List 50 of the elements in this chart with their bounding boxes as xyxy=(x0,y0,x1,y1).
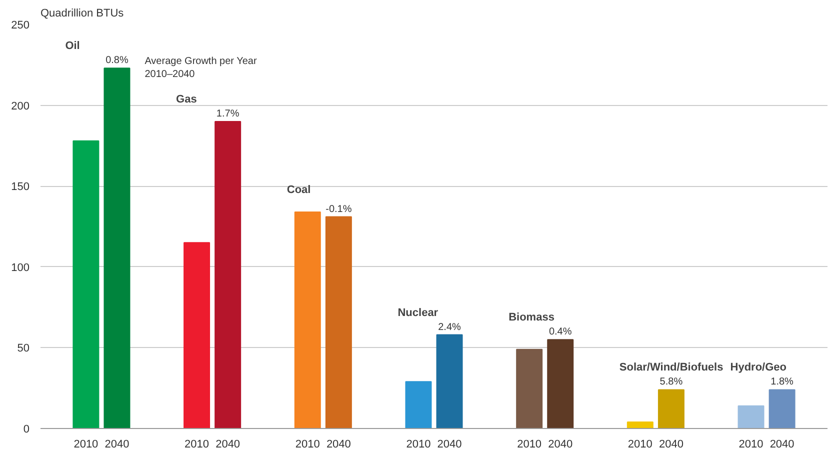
bar xyxy=(547,339,574,428)
text: 2010 xyxy=(295,438,320,450)
x-tick-label: Oil xyxy=(65,40,80,52)
series-label: 2040 xyxy=(104,438,130,450)
text: 2040 xyxy=(548,438,573,450)
bar xyxy=(436,334,463,428)
annotation: 0.4% xyxy=(548,326,572,338)
text: 2010 xyxy=(628,438,652,450)
annotation: 1.8% xyxy=(770,376,794,388)
y-tick-label: 0 xyxy=(23,424,30,436)
x-tick-label: Nuclear xyxy=(398,306,439,319)
text: 2040 xyxy=(658,438,684,450)
text: 2040 xyxy=(770,438,794,450)
text: 2040 xyxy=(216,438,240,450)
series-label: 2010 xyxy=(74,438,98,450)
text: 2010 xyxy=(406,438,431,450)
x-tick-label: Gas xyxy=(176,93,197,106)
bar xyxy=(72,140,100,428)
text: 2010 xyxy=(517,438,542,450)
bar xyxy=(104,68,130,428)
text: 2010 xyxy=(184,438,210,450)
text: 2010 xyxy=(738,438,764,450)
y-tick-label: 50 xyxy=(17,342,30,355)
bar xyxy=(184,242,210,428)
bar xyxy=(738,405,764,428)
annotation: 5.8% xyxy=(660,376,683,388)
y-tick-label: 250 xyxy=(11,20,30,32)
x-tick-label: Hydro/Geo xyxy=(730,362,787,374)
annotation: 2.4% xyxy=(438,322,462,333)
annotation: Average Growth per Year 2010–2040 xyxy=(144,56,258,80)
bar xyxy=(658,389,684,428)
x-tick-label: Coal xyxy=(286,184,311,196)
bar xyxy=(768,389,796,428)
annotation: 1.7% xyxy=(216,108,240,120)
bar xyxy=(294,211,321,428)
bar xyxy=(214,120,242,428)
bar xyxy=(405,381,432,428)
x-tick-label: Solar/Wind/Biofuels xyxy=(619,362,724,374)
bar xyxy=(325,216,352,428)
y-axis-title: Quadrillion BTUs xyxy=(40,8,124,20)
x-tick-label: Biomass xyxy=(508,312,554,324)
y-tick-label: 100 xyxy=(11,262,30,274)
text: 2040 xyxy=(326,438,351,450)
y-tick-label: 150 xyxy=(11,181,30,194)
annotation: 0.8% xyxy=(106,55,128,66)
bar xyxy=(626,422,654,428)
text: 2040 xyxy=(437,438,462,450)
y-tick-label: 200 xyxy=(11,100,30,112)
annotation: -0.1% xyxy=(326,204,352,215)
bar xyxy=(516,348,543,428)
